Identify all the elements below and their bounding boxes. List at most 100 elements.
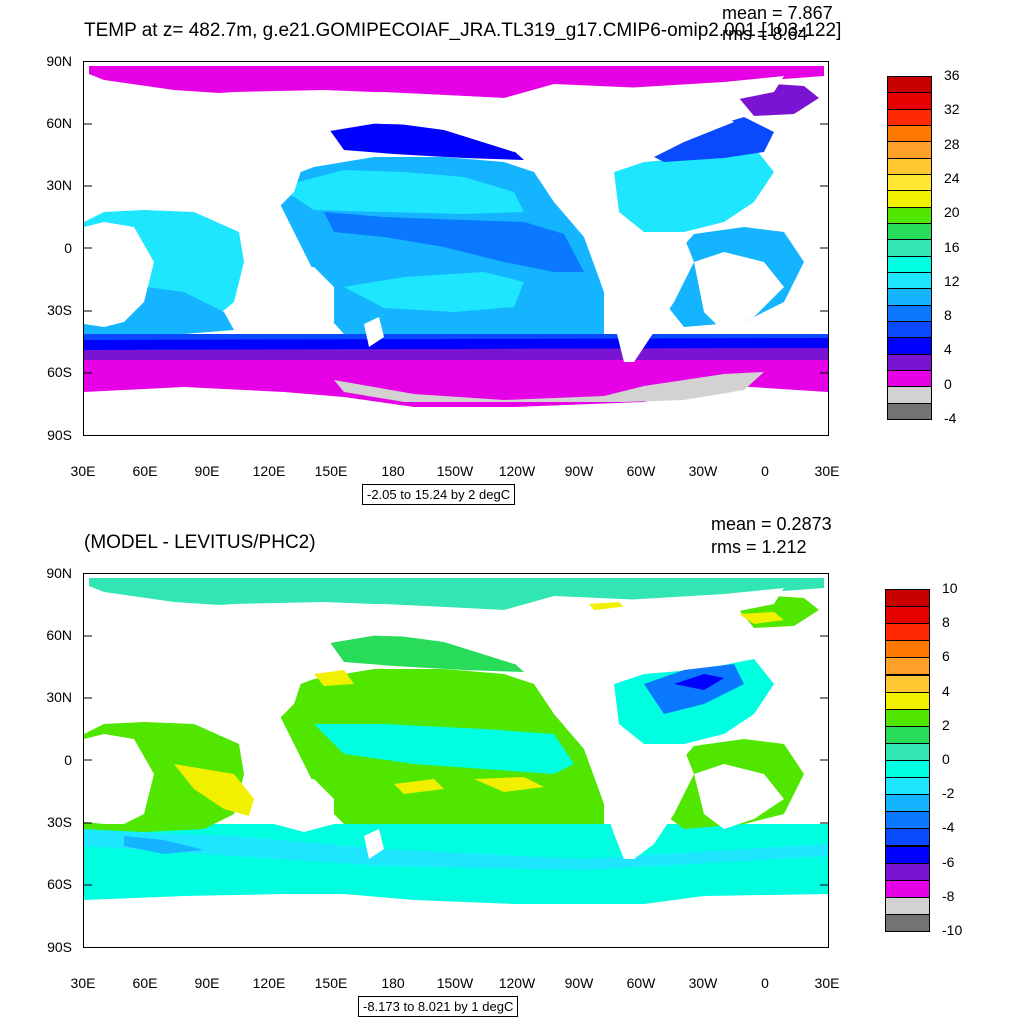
lat-label: 60S [47, 876, 72, 892]
lat-label: 60S [47, 364, 72, 380]
colorbar-swatch [885, 606, 930, 625]
colorbar-swatch [887, 370, 932, 388]
new-zealand-landmass [364, 317, 384, 347]
colorbar-label: -10 [942, 922, 963, 938]
lat-label: 30N [46, 177, 72, 193]
colorbar-swatch [885, 862, 930, 881]
south-america-landmass [594, 232, 694, 362]
colorbar-swatch [885, 691, 930, 710]
colorbar-label: 4 [942, 682, 950, 699]
colorbar-label: -6 [942, 853, 955, 870]
north-america-landmass [544, 92, 734, 234]
lon-label: 30E [70, 463, 96, 479]
colorbar-swatch [887, 321, 932, 339]
africa-landmass [84, 222, 154, 327]
lat-label: 30N [46, 689, 72, 705]
colorbar-swatch [887, 272, 932, 290]
rms-value: rms = 1.212 [711, 537, 807, 557]
antarctica-landmass [84, 904, 828, 947]
colorbar-swatch [887, 92, 932, 110]
colorbar-swatch [887, 337, 932, 355]
lon-label: 180 [381, 463, 405, 479]
lat-label: 30S [47, 302, 72, 318]
colorbar-label: 6 [942, 648, 950, 665]
lon-label: 30E [814, 975, 840, 991]
colorbar-label: 24 [944, 169, 960, 186]
colorbar-label: 8 [944, 307, 952, 324]
southern-ocean-band-4 [84, 348, 828, 362]
colorbar-swatch [885, 623, 930, 642]
lat-label: 0 [64, 240, 72, 256]
lon-label: 180 [381, 975, 405, 991]
north-atlantic-region [614, 147, 774, 232]
colorbar-label: 36 [944, 67, 960, 83]
colorbar-swatch [887, 157, 932, 175]
difference-map [84, 574, 828, 947]
lat-label: 60N [46, 627, 72, 643]
colorbar-label: 32 [944, 101, 960, 118]
colorbar-label: -4 [944, 410, 957, 426]
colorbar-label: 28 [944, 135, 960, 152]
temperature-map-panel: TEMP at z= 482.7m, g.e21.GOMIPECOIAF_JRA… [46, 3, 960, 505]
colorbar-label: 0 [942, 751, 950, 767]
colorbar-swatch [885, 674, 930, 693]
colorbar-swatch [885, 879, 930, 898]
temperature-map [84, 62, 828, 435]
antarctica-landmass [84, 407, 828, 435]
south-pacific-warm [344, 272, 524, 312]
lon-label: 150E [314, 463, 348, 479]
southern-ocean-anomaly [84, 830, 828, 870]
colorbar-swatch [885, 640, 930, 659]
lat-label: 90S [47, 939, 72, 955]
colorbar-label: 0 [944, 375, 952, 392]
lon-label: 90E [194, 463, 220, 479]
colorbar-label: 8 [942, 614, 950, 631]
colorbar-label: -8 [942, 887, 955, 904]
colorbar-swatch [885, 913, 930, 932]
colorbar-swatch [887, 239, 932, 257]
lon-label: 30E [814, 463, 840, 479]
lon-label: 150E [314, 975, 348, 991]
lon-label: 30W [688, 975, 718, 991]
colorbar-swatch [887, 76, 932, 94]
lat-label: 90S [47, 427, 72, 443]
lat-label: 90N [46, 565, 72, 581]
north-atlantic-subpolar [644, 117, 774, 162]
lon-label: 120W [498, 975, 536, 991]
colorbar-swatch [885, 794, 930, 813]
lon-label: 60E [132, 975, 158, 991]
eurasia-landmass [84, 90, 554, 232]
colorbar-swatch [885, 845, 930, 864]
colorbar: 36 32 28 24 20 16 12 8 4 0 -4 [887, 67, 960, 426]
equatorial-pacific-cold [314, 724, 574, 774]
new-zealand-landmass [364, 829, 384, 859]
lon-label: 60W [626, 975, 656, 991]
arctic-ocean-region [89, 578, 824, 610]
colorbar-swatch [885, 828, 930, 847]
colorbar-swatch [887, 141, 932, 159]
antarctic-shelf [334, 372, 764, 402]
map-frame [83, 61, 829, 436]
colorbar-swatch [885, 708, 930, 727]
colorbar-label: 2 [942, 716, 950, 733]
mean-value: mean = 0.2873 [711, 514, 832, 534]
map-frame [83, 573, 829, 948]
lon-label: 90W [564, 975, 594, 991]
lon-label: 60W [626, 463, 656, 479]
lon-label: 60E [132, 463, 158, 479]
lon-label: 120E [252, 975, 286, 991]
lon-label: 0 [761, 975, 769, 991]
gulf-stream-core [674, 674, 724, 690]
colorbar-label: 4 [944, 341, 952, 358]
kuroshio-warm [314, 670, 354, 686]
colorbar-swatch [887, 386, 932, 404]
south-pacific-warm-2 [474, 777, 544, 792]
rms-value: rms = 8.64 [722, 24, 808, 44]
lon-label: 30W [688, 463, 718, 479]
contour-range-label: -8.173 to 8.021 by 1 degC [358, 996, 519, 1017]
colorbar-swatch [887, 353, 932, 371]
colorbar-swatch [885, 742, 930, 761]
lon-label: 150W [436, 463, 474, 479]
southern-africa-landmass [694, 764, 784, 829]
contour-range-label: -2.05 to 15.24 by 2 degC [362, 484, 516, 505]
